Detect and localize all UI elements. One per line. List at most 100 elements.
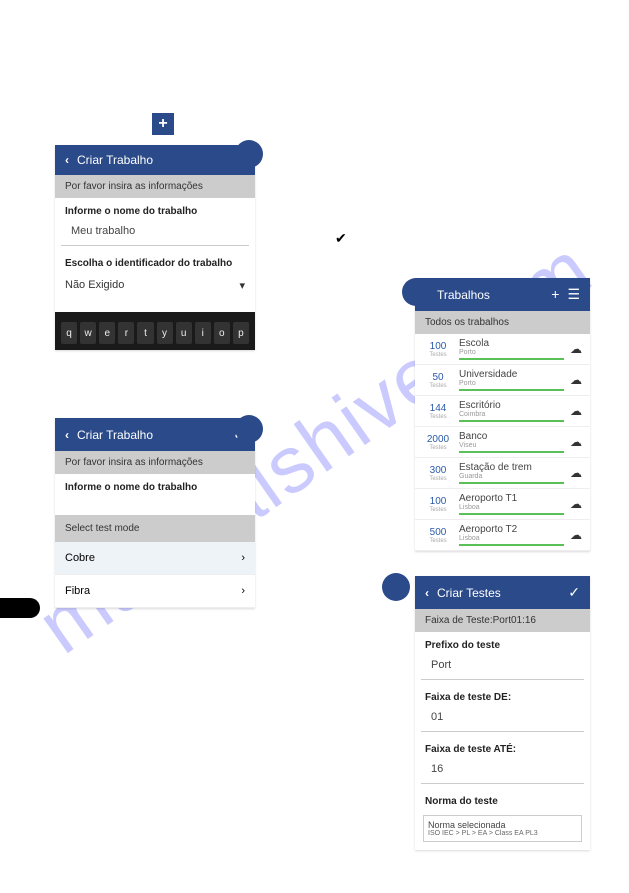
job-progress-bar — [459, 482, 564, 484]
job-location: Lisboa — [459, 504, 564, 511]
panel2-mode-label: Select test mode — [55, 515, 255, 542]
job-row[interactable]: 500Testes Aeroporto T2Lisboa ☁ — [415, 520, 590, 551]
panel4-prefix-input[interactable]: Port — [421, 655, 584, 680]
panel1-id-select[interactable]: Não Exigido ▾ — [55, 273, 255, 298]
job-count: 300 — [423, 465, 453, 476]
panel4-norm-sel: Norma selecionada — [428, 820, 577, 830]
job-count: 100 — [423, 496, 453, 507]
step-dot-2 — [235, 415, 263, 443]
job-row[interactable]: 100Testes Aeroporto T1Lisboa ☁ — [415, 489, 590, 520]
job-count-label: Testes — [423, 476, 453, 482]
panel4-norm-val: ISO IEC > PL > EA > Class EA PL3 — [428, 830, 577, 837]
cloud-icon[interactable]: ☁ — [570, 466, 582, 480]
job-count: 144 — [423, 403, 453, 414]
key-w[interactable]: w — [80, 322, 96, 344]
job-row[interactable]: 50Testes UniversidadePorto ☁ — [415, 365, 590, 396]
job-progress-bar — [459, 358, 564, 360]
panel-create-tests: ‹ Criar Testes ✓ Faixa de Teste:Port01:1… — [415, 576, 590, 850]
option-cobre-label: Cobre — [65, 552, 95, 564]
panel1-name-label: Informe o nome do trabalho — [55, 198, 255, 221]
job-row[interactable]: 300TestesEstação de tremGuarda☁ — [415, 458, 590, 489]
job-name: Universidade — [459, 369, 564, 380]
job-count-label: Testes — [423, 538, 453, 544]
back-icon[interactable]: ‹ — [425, 586, 429, 600]
panel1-id-value: Não Exigido — [65, 279, 124, 292]
panel4-from-input[interactable]: 01 — [421, 707, 584, 732]
panel4-from-label: Faixa de teste DE: — [415, 684, 590, 707]
job-row[interactable]: 2000TestesBancoViseu☁ — [415, 427, 590, 458]
job-count: 50 — [423, 372, 453, 383]
back-icon[interactable]: ‹ — [65, 428, 69, 442]
panel1-sub: Por favor insira as informações — [55, 175, 255, 198]
check-icon: ✔ — [335, 230, 347, 247]
key-y[interactable]: y — [157, 322, 173, 344]
key-p[interactable]: p — [233, 322, 249, 344]
panel4-title: Criar Testes — [437, 586, 568, 600]
panel1-title: Criar Trabalho — [77, 153, 245, 167]
panel4-sub: Faixa de Teste:Port01:16 — [415, 609, 590, 632]
job-location: Porto — [459, 349, 564, 356]
key-q[interactable]: q — [61, 322, 77, 344]
step-dot-1 — [235, 140, 263, 168]
job-location: Coimbra — [459, 411, 564, 418]
job-count-label: Testes — [423, 414, 453, 420]
key-o[interactable]: o — [214, 322, 230, 344]
back-icon[interactable]: ‹ — [65, 153, 69, 167]
panel3-title: Trabalhos — [437, 288, 551, 302]
step-dot-4 — [382, 573, 410, 601]
cloud-icon[interactable]: ☁ — [570, 404, 582, 418]
job-row[interactable]: 100TestesEscolaPorto☁ — [415, 334, 590, 365]
job-location: Lisboa — [459, 535, 564, 542]
panel-create-job-1: ‹ Criar Trabalho Por favor insira as inf… — [55, 145, 255, 350]
cloud-icon[interactable]: ☁ — [570, 528, 582, 542]
job-progress-bar — [459, 513, 564, 515]
job-row[interactable]: 144Testes EscritórioCoimbra ☁ — [415, 396, 590, 427]
panel4-prefix-label: Prefixo do teste — [415, 632, 590, 655]
job-progress-bar — [459, 420, 564, 422]
key-t[interactable]: t — [137, 322, 153, 344]
job-count-label: Testes — [423, 383, 453, 389]
panel2-title: Criar Trabalho — [77, 428, 233, 442]
panel-create-job-2: ‹ Criar Trabalho ✓ Por favor insira as i… — [55, 418, 255, 608]
job-count: 100 — [423, 341, 453, 352]
chevron-right-icon: › — [241, 552, 245, 564]
plus-icon[interactable]: + — [551, 286, 559, 303]
job-name: Aeroporto T2 — [459, 524, 564, 535]
side-tab — [0, 598, 40, 618]
cloud-icon[interactable]: ☁ — [570, 497, 582, 511]
list-icon[interactable]: ☰ — [567, 286, 580, 303]
key-r[interactable]: r — [118, 322, 134, 344]
job-count-label: Testes — [423, 507, 453, 513]
job-count: 500 — [423, 527, 453, 538]
job-location: Viseu — [459, 442, 564, 449]
plus-icon: + — [152, 113, 174, 135]
cloud-icon[interactable]: ☁ — [570, 435, 582, 449]
key-e[interactable]: e — [99, 322, 115, 344]
panel2-name-label: Informe o nome do trabalho — [55, 474, 255, 497]
chevron-right-icon: › — [241, 585, 245, 597]
job-location: Guarda — [459, 473, 564, 480]
panel3-sub: Todos os trabalhos — [415, 311, 590, 334]
option-cobre[interactable]: Cobre › — [55, 542, 255, 575]
check-icon[interactable]: ✓ — [568, 584, 580, 601]
option-fibra[interactable]: Fibra › — [55, 575, 255, 608]
cloud-icon[interactable]: ☁ — [570, 342, 582, 356]
dropdown-icon: ▾ — [239, 279, 245, 292]
job-name: Aeroporto T1 — [459, 493, 564, 504]
job-location: Porto — [459, 380, 564, 387]
panel-jobs-list: ‹ Trabalhos + ☰ Todos os trabalhos 100Te… — [415, 278, 590, 551]
key-i[interactable]: i — [195, 322, 211, 344]
panel1-name-input[interactable]: Meu trabalho — [61, 221, 249, 246]
job-progress-bar — [459, 544, 564, 546]
option-fibra-label: Fibra — [65, 585, 90, 597]
panel4-to-input[interactable]: 16 — [421, 759, 584, 784]
header-bar-1: ‹ Criar Trabalho — [55, 145, 255, 175]
job-count-label: Testes — [423, 445, 453, 451]
step-dot-3 — [402, 278, 430, 306]
panel4-to-label: Faixa de teste ATÉ: — [415, 736, 590, 759]
key-u[interactable]: u — [176, 322, 192, 344]
job-progress-bar — [459, 389, 564, 391]
cloud-icon[interactable]: ☁ — [570, 373, 582, 387]
job-count-label: Testes — [423, 352, 453, 358]
job-name: Escritório — [459, 400, 564, 411]
